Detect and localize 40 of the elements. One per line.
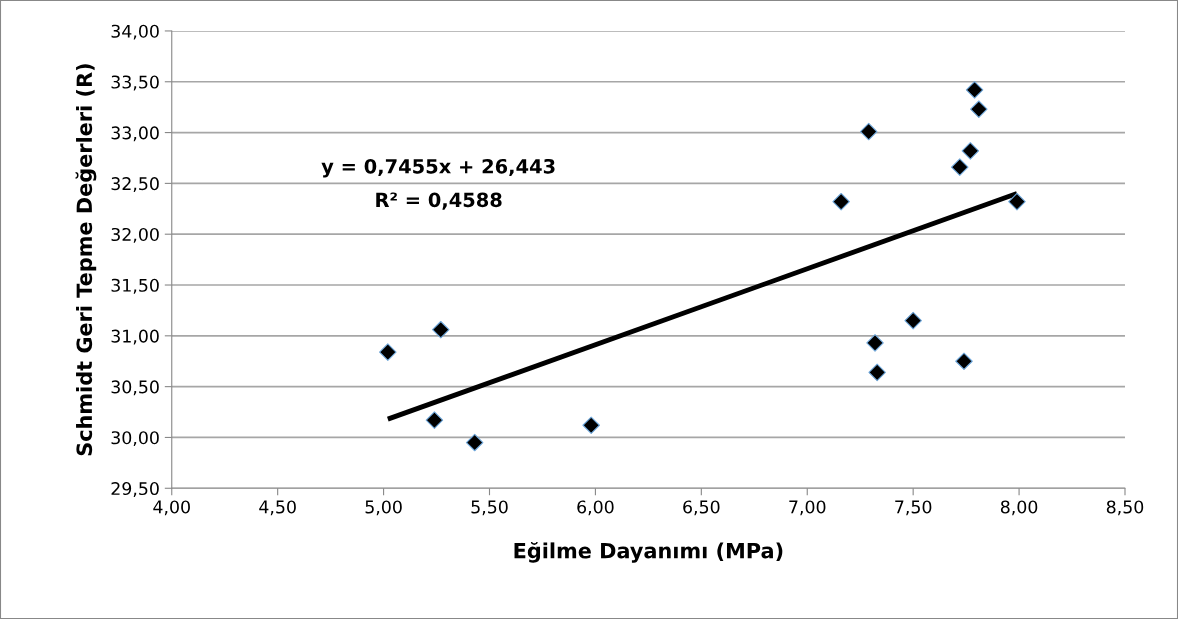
point: [955, 352, 973, 371]
x-tick-label: 7,50: [895, 500, 932, 516]
x-axis-title: Eğilme Dayanımı (MPa): [514, 541, 783, 563]
annotation: R² = 0,4588: [376, 192, 502, 210]
point: [866, 334, 884, 352]
x-tick-label: 6,00: [577, 500, 614, 516]
point: [425, 411, 444, 429]
annotation: y = 0,7455x + 26,443: [321, 158, 555, 178]
y-axis-title: Schmidt Geri Tepme Değerleri (R): [75, 64, 97, 456]
point: [868, 363, 886, 382]
point: [832, 192, 850, 211]
point: [970, 100, 988, 118]
x-tick-label: 4,50: [259, 500, 296, 516]
x-tick-label: 5,00: [365, 500, 402, 516]
x-tick-label: 5,50: [471, 500, 508, 516]
y-tick-label: 29,50: [111, 481, 159, 497]
y-tick-label: 32,50: [111, 177, 159, 192]
y-tick-label: 30,50: [111, 380, 159, 396]
x-tick-label: 8,00: [1000, 500, 1038, 516]
point: [950, 158, 969, 176]
point: [859, 122, 878, 141]
y-tick-label: 33,50: [111, 75, 159, 91]
x-tick-label: 8,50: [1106, 500, 1144, 516]
y-tick-label: 30,00: [111, 431, 159, 447]
point: [1008, 192, 1026, 211]
x-tick-label: 6,50: [683, 500, 720, 516]
y-tick-label: 33,00: [111, 126, 159, 142]
point: [465, 433, 484, 452]
y-tick-label: 32,00: [111, 227, 159, 243]
point: [961, 142, 980, 160]
y-tick-label: 34,00: [111, 24, 159, 40]
y-tick-label: 31,00: [111, 329, 159, 345]
point: [904, 311, 922, 330]
y-tick-label: 31,50: [111, 278, 159, 294]
point: [582, 416, 600, 435]
x-tick-label: 4,00: [153, 500, 190, 516]
point: [379, 343, 397, 361]
point: [965, 81, 984, 99]
point: [432, 320, 450, 339]
x-tick-label: 7,00: [789, 500, 826, 516]
